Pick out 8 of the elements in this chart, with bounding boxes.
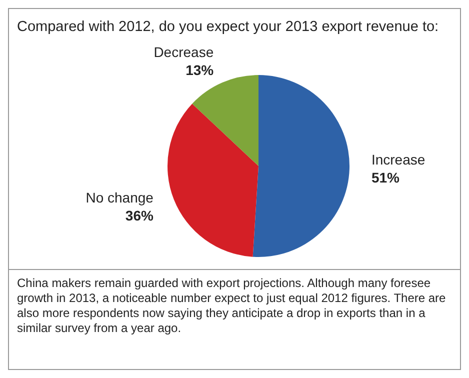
data-label: 36% (125, 207, 154, 224)
slice-label: Decrease (154, 44, 214, 60)
data-label: 13% (186, 62, 214, 78)
chart-title: Compared with 2012, do you expect your 2013 export revenue to: (16, 18, 440, 35)
slice-label: Increase (371, 151, 426, 168)
slice-label: No change (86, 189, 154, 206)
text: China makers remain guarded with export projections. Although many foresee growth in 2013, a noticeable number expect to just equal 2012 figures. There are also more respondents now saying they anticipate a drop in exports than in a similar survey from a year ago. (17, 276, 447, 336)
data-label: 51% (371, 169, 400, 186)
